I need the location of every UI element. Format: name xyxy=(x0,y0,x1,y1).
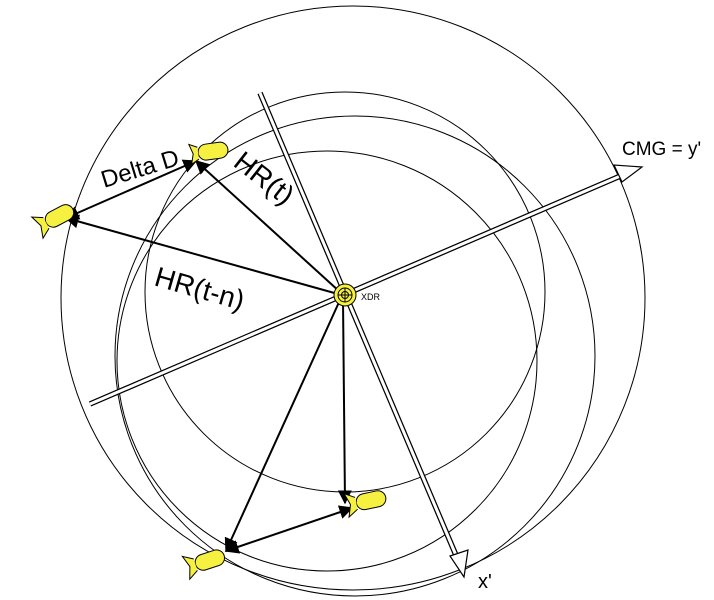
lower-vector-right xyxy=(337,299,352,505)
x-prime-axis-arrowhead xyxy=(449,549,469,579)
inner-circle xyxy=(116,150,538,572)
sensor-icon-left xyxy=(30,204,75,240)
xdr-label: XDR xyxy=(361,292,381,302)
x-prime-axis xyxy=(257,91,469,579)
middle-circle xyxy=(114,115,596,597)
cmg-axis-label: CMG = y' xyxy=(622,139,701,160)
sensor-icon-bottom-right xyxy=(342,490,387,519)
hr-t-n-label: HR(t-n) xyxy=(151,261,248,316)
delta-d-vector xyxy=(64,159,198,220)
x-prime-axis-label: x' xyxy=(478,571,492,593)
cmg-axis xyxy=(88,164,644,407)
sensor-icon-top xyxy=(187,141,229,166)
cmg-axis-arrowhead xyxy=(613,164,644,183)
xdr-icon xyxy=(333,283,357,307)
sensor-icon-bottom-left xyxy=(181,549,226,581)
hr-t-n-vector xyxy=(64,214,339,295)
large-circle-outer xyxy=(60,5,646,591)
hr-t-vector xyxy=(194,160,341,293)
lower-delta-vector xyxy=(224,505,354,554)
